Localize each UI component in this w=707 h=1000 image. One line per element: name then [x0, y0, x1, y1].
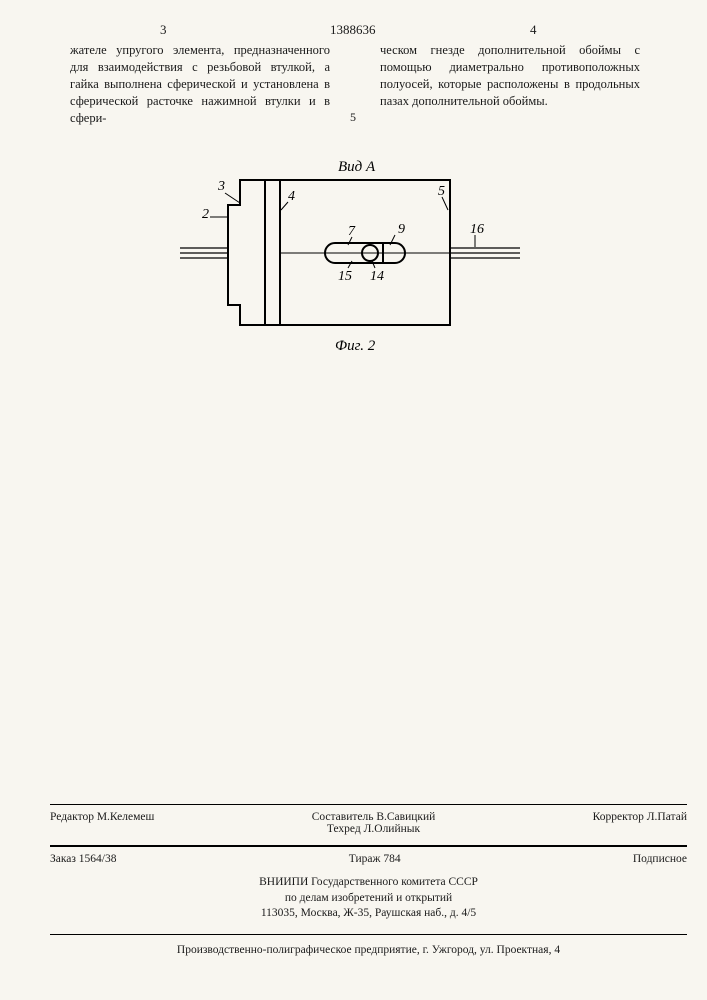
figure-2: Вид А — [170, 155, 530, 375]
label-7: 7 — [348, 224, 356, 239]
label-5: 5 — [438, 184, 445, 199]
org-line-2: по делам изобретений и открытий — [285, 892, 452, 904]
label-16: 16 — [470, 222, 484, 237]
label-9: 9 — [398, 222, 405, 237]
right-page-number: 4 — [530, 22, 537, 38]
corrector-label: Корректор Л.Патай — [593, 811, 687, 835]
tirazh-label: Тираж 784 — [349, 853, 401, 865]
printer-line: Производственно-полиграфическое предприя… — [177, 944, 560, 956]
figure-title: Вид А — [338, 159, 376, 175]
org-line-1: ВНИИПИ Государственного комитета СССР — [259, 876, 478, 888]
label-14: 14 — [370, 269, 384, 284]
footer-block: Редактор М.Келемеш Составитель В.Савицки… — [50, 800, 687, 966]
techred-label: Техред Л.Олийнык — [327, 823, 420, 835]
label-15: 15 — [338, 269, 352, 284]
right-column-text: ческом гнезде дополнительной обоймы с по… — [380, 42, 640, 110]
compiler-label: Составитель В.Савицкий — [312, 811, 436, 823]
document-number: 1388636 — [330, 22, 376, 38]
margin-line-number: 5 — [350, 110, 356, 125]
editor-label: Редактор М.Келемеш — [50, 811, 154, 835]
right-shaft — [450, 248, 520, 258]
figure-caption: Фиг. 2 — [335, 338, 376, 354]
label-2: 2 — [202, 207, 209, 222]
figure-labels: 3 2 4 5 7 9 16 15 14 — [202, 179, 484, 284]
left-shaft — [180, 248, 228, 258]
label-3: 3 — [217, 179, 225, 194]
org-address: 113035, Москва, Ж-35, Раушская наб., д. … — [261, 907, 476, 919]
label-4: 4 — [288, 189, 295, 204]
left-page-number: 3 — [160, 22, 167, 38]
subscription-label: Подписное — [633, 853, 687, 865]
order-number: Заказ 1564/38 — [50, 853, 117, 865]
left-column-text: жателе упругого элемента, предназна­ченн… — [70, 42, 330, 126]
